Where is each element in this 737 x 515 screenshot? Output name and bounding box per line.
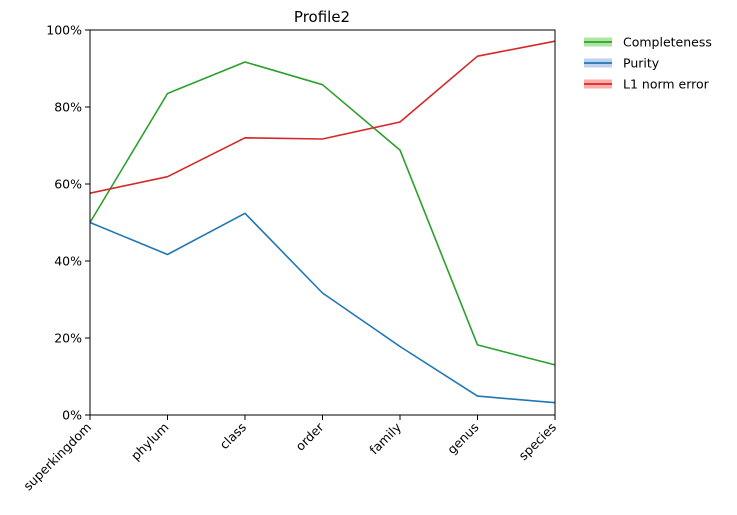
x-tick-label: class — [217, 420, 250, 453]
legend-item: L1 norm error — [584, 77, 710, 92]
plot-area — [90, 30, 555, 415]
y-tick-label: 0% — [62, 408, 82, 423]
legend-item: Completeness — [584, 35, 712, 50]
y-tick-label: 20% — [54, 331, 82, 346]
legend: Completeness Purity L1 norm error — [584, 35, 712, 92]
x-tick-label: species — [516, 420, 560, 464]
x-tick-label: order — [292, 419, 327, 454]
x-tick-label: family — [366, 419, 404, 457]
x-tick-label: phylum — [128, 420, 172, 464]
y-tick-label: 80% — [54, 100, 82, 115]
y-axis: 0% 20% 40% 60% 80% 100% — [46, 23, 90, 423]
legend-label: Completeness — [623, 35, 712, 50]
y-tick-label: 60% — [54, 177, 82, 192]
chart-title: Profile2 — [294, 8, 350, 26]
legend-label: L1 norm error — [623, 77, 710, 92]
x-axis: superkingdom phylum class order family genus s… — [20, 415, 559, 493]
legend-label: Purity — [623, 56, 660, 71]
x-tick-label: superkingdom — [20, 420, 94, 494]
legend-item: Purity — [584, 56, 660, 71]
y-tick-label: 40% — [54, 254, 82, 269]
series-layer — [89, 40, 556, 404]
x-tick-label: genus — [444, 420, 481, 457]
y-tick-label: 100% — [46, 23, 82, 38]
